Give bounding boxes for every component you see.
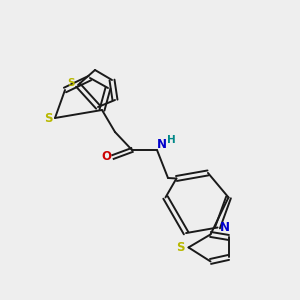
- Text: N: N: [220, 221, 230, 234]
- Text: S: S: [44, 112, 52, 124]
- Text: S: S: [176, 241, 185, 254]
- Text: H: H: [167, 135, 176, 145]
- Text: S: S: [67, 78, 75, 88]
- Text: N: N: [157, 139, 167, 152]
- Text: O: O: [101, 151, 111, 164]
